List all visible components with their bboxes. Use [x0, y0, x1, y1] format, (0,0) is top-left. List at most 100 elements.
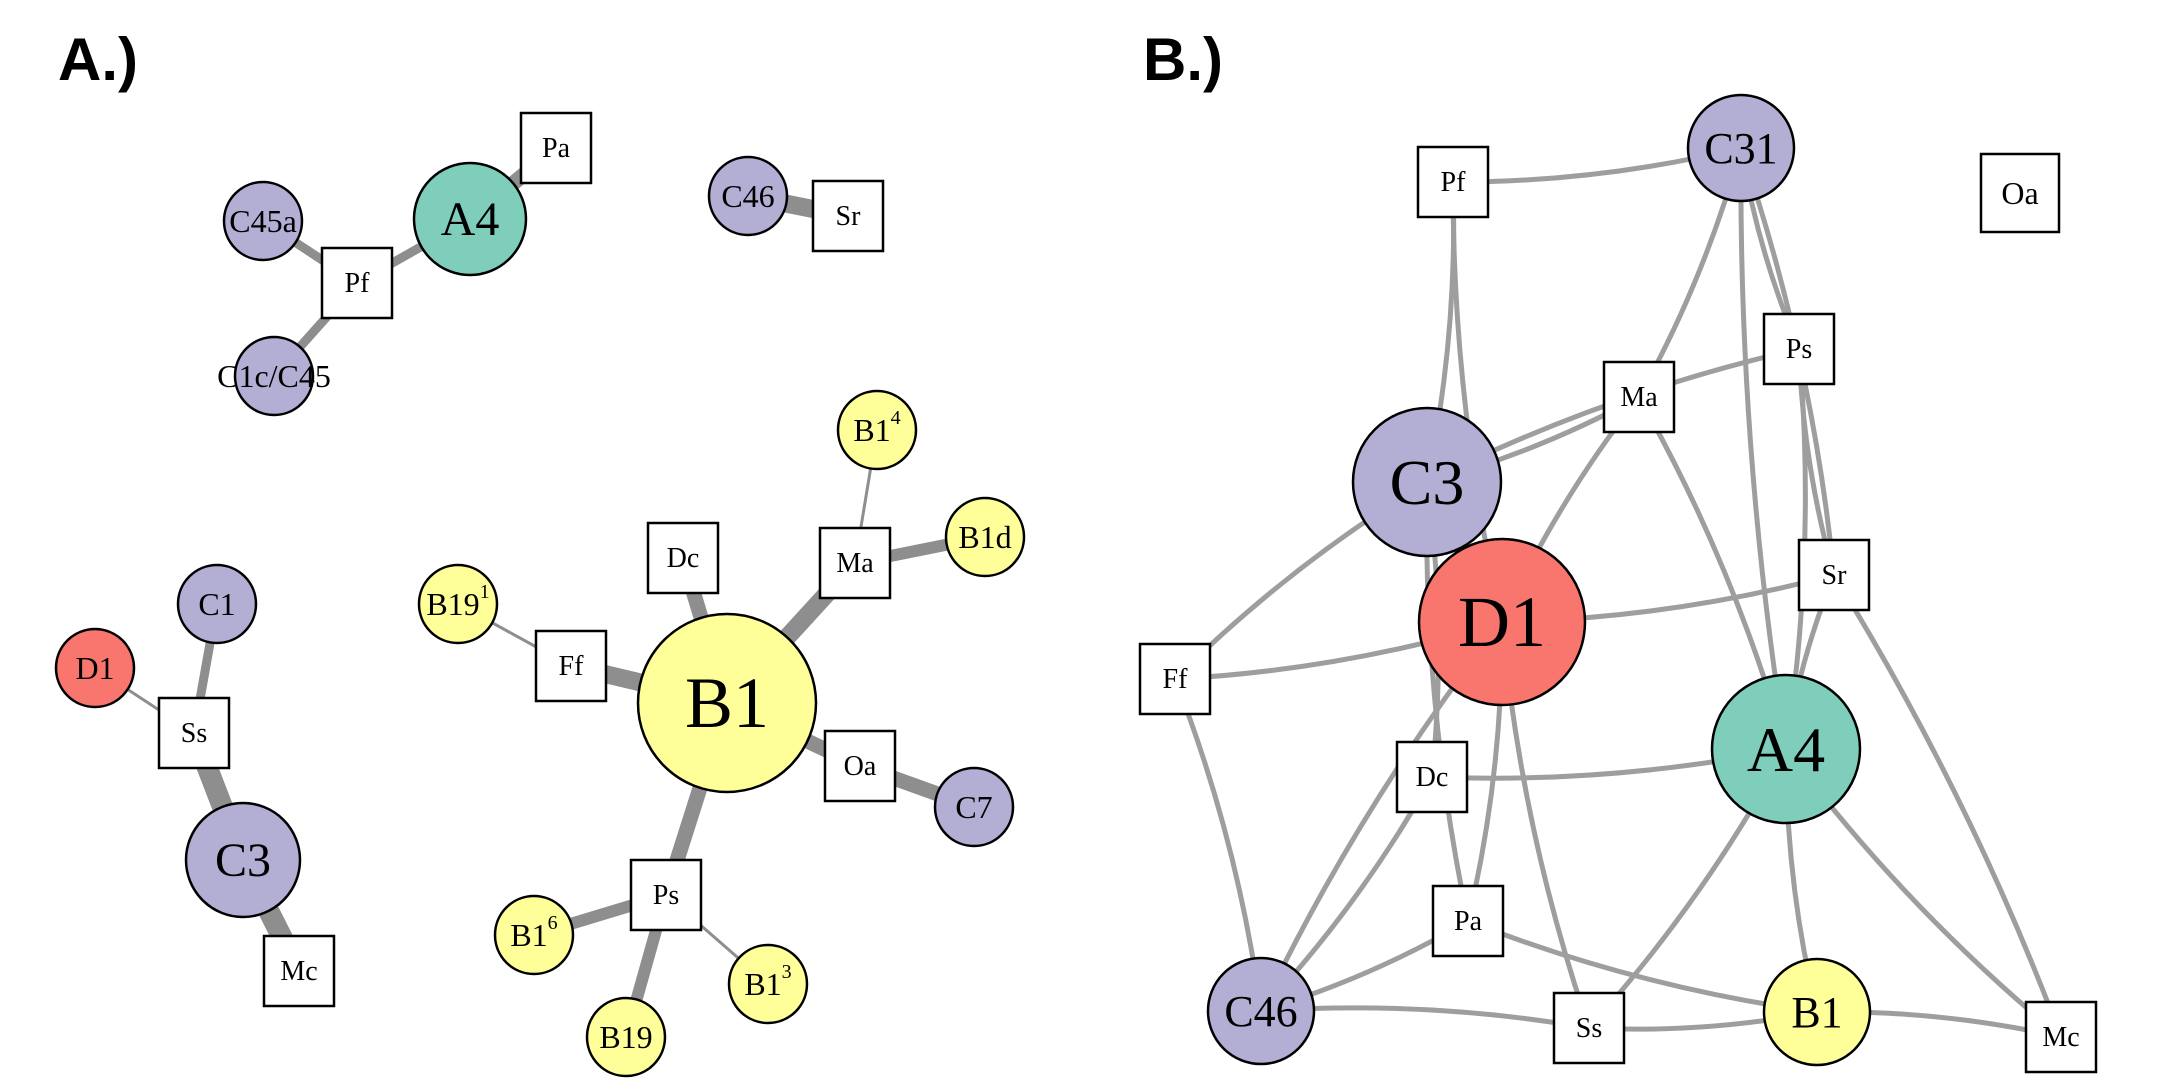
- a-node-label-b1: B1: [685, 663, 769, 743]
- a-node-shape-mc: [262, 934, 336, 1008]
- b-node-oa: Oa: [1979, 152, 2061, 234]
- a-node-shape-b16: [493, 894, 575, 976]
- a-node-shape-c1: [176, 563, 258, 645]
- b-node-label-pf: Pf: [1441, 167, 1467, 198]
- b-node-shape-pf: [1416, 145, 1490, 219]
- a-node-c7: C7: [933, 766, 1015, 848]
- b-node-shape-c31: [1686, 93, 1796, 203]
- a-node-shape-b191: [417, 563, 499, 645]
- a-node-label-c46: C46: [721, 178, 774, 214]
- a-node-label-b191: B191: [426, 581, 489, 622]
- b-node-label-mc: Mc: [2042, 1022, 2079, 1053]
- a-node-shape-pa: [519, 111, 593, 185]
- a-node-label-b16: B16: [510, 912, 557, 953]
- a-node-label-dc: Dc: [667, 543, 700, 574]
- a-node-c46: C46: [707, 155, 789, 237]
- a-node-shape-c45a: [222, 180, 304, 262]
- a-node-shape-dc: [646, 521, 720, 595]
- network-b: Pf C31 Oa Ps Ma C3 Sr D1 Ff A4 Dc Pa C46 Ss B1 Mc: [1138, 93, 2098, 1074]
- a-node-pf: Pf: [320, 246, 394, 320]
- a-node-ff: Ff: [534, 629, 608, 703]
- a-node-b1d: B1d: [944, 496, 1026, 578]
- b-node-c3: C3: [1351, 406, 1503, 558]
- b-node-label-c31: C31: [1704, 124, 1777, 173]
- a-node-pa: Pa: [519, 111, 593, 185]
- a-node-shape-sr: [811, 179, 885, 253]
- b-node-shape-c3: [1351, 406, 1503, 558]
- a-node-ss: Ss: [157, 696, 231, 770]
- a-node-b19: B19: [585, 996, 667, 1078]
- b-node-shape-ma: [1602, 360, 1676, 434]
- a-node-shape-c46: [707, 155, 789, 237]
- b-node-sr: Sr: [1797, 538, 1871, 612]
- a-node-shape-d1: [54, 627, 136, 709]
- network-b-nodes: Pf C31 Oa Ps Ma C3 Sr D1 Ff A4 Dc Pa C46 Ss B1 Mc: [1138, 93, 2098, 1074]
- b-node-label-pa: Pa: [1454, 906, 1483, 937]
- b-node-ma: Ma: [1602, 360, 1676, 434]
- a-node-shape-ps: [629, 858, 703, 932]
- b-node-shape-ps: [1762, 312, 1836, 386]
- b-node-ss: Ss: [1552, 991, 1626, 1065]
- a-node-b16: B16: [493, 894, 575, 976]
- a-node-label-c7: C7: [955, 789, 992, 825]
- b-node-shape-sr: [1797, 538, 1871, 612]
- a-node-label-b1d: B1d: [958, 519, 1011, 555]
- b-node-c31: C31: [1686, 93, 1796, 203]
- a-node-b13: B13: [727, 943, 809, 1025]
- a-node-label-ss: Ss: [181, 718, 207, 749]
- a-node-shape-c7: [933, 766, 1015, 848]
- a-node-shape-b19: [585, 996, 667, 1078]
- a-node-shape-b1d: [944, 496, 1026, 578]
- b-node-shape-dc: [1395, 740, 1469, 814]
- b-node-label-dc: Dc: [1416, 762, 1449, 793]
- b-node-label-ps: Ps: [1786, 334, 1812, 365]
- b-node-a4: A4: [1710, 673, 1862, 825]
- b-edge-c31-a4: [1738, 145, 1789, 752]
- b-node-shape-d1: [1417, 537, 1587, 707]
- b-node-mc: Mc: [2024, 1000, 2098, 1074]
- b-node-shape-c46: [1206, 956, 1316, 1066]
- b-node-pf: Pf: [1416, 145, 1490, 219]
- b-node-label-c3: C3: [1390, 447, 1465, 518]
- a-node-mc: Mc: [262, 934, 336, 1008]
- a-node-b191: B191: [417, 563, 499, 645]
- b-node-ff: Ff: [1138, 642, 1212, 716]
- a-node-shape-c1cc45: [233, 335, 315, 417]
- a-node-label-b14: B14: [853, 407, 900, 448]
- b-node-label-a4: A4: [1747, 714, 1825, 785]
- a-node-d1: D1: [54, 627, 136, 709]
- a-node-shape-ff: [534, 629, 608, 703]
- network-b-edges: [1172, 145, 2064, 1040]
- b-node-shape-ss: [1552, 991, 1626, 1065]
- b-node-shape-pa: [1431, 884, 1505, 958]
- b-node-shape-oa: [1979, 152, 2061, 234]
- a-node-shape-a4: [412, 161, 528, 277]
- panel-a-label: A.): [58, 26, 138, 93]
- panel-b-label: B.): [1143, 26, 1223, 93]
- a-node-label-c1: C1: [198, 586, 235, 622]
- a-node-c1: C1: [176, 563, 258, 645]
- a-node-c3: C3: [184, 801, 302, 919]
- a-node-label-ma: Ma: [836, 548, 874, 579]
- b-node-dc: Dc: [1395, 740, 1469, 814]
- a-node-label-a4: A4: [441, 193, 500, 246]
- a-node-b14: B14: [836, 389, 918, 471]
- a-node-label-b19: B19: [599, 1019, 652, 1055]
- a-node-label-pf: Pf: [345, 268, 371, 299]
- b-node-c46: C46: [1206, 956, 1316, 1066]
- b-node-shape-b1: [1762, 957, 1872, 1067]
- a-node-shape-ss: [157, 696, 231, 770]
- b-node-label-sr: Sr: [1822, 560, 1848, 591]
- b-node-shape-mc: [2024, 1000, 2098, 1074]
- b-node-label-ss: Ss: [1576, 1013, 1602, 1044]
- a-node-sr: Sr: [811, 179, 885, 253]
- a-node-c45a: C45a: [222, 180, 304, 262]
- b-node-b1: B1: [1762, 957, 1872, 1067]
- network-a-nodes: A4 Pa C45a Pf C1c/C45 C46 Sr C1 D1 Ss C3 Mc B1 B14 Ma B…: [54, 111, 1026, 1078]
- a-node-shape-c3: [184, 801, 302, 919]
- a-node-c1cc45: C1c/C45: [217, 335, 331, 417]
- b-node-label-d1: D1: [1458, 582, 1546, 662]
- a-node-label-b13: B13: [744, 961, 791, 1002]
- b-node-pa: Pa: [1431, 884, 1505, 958]
